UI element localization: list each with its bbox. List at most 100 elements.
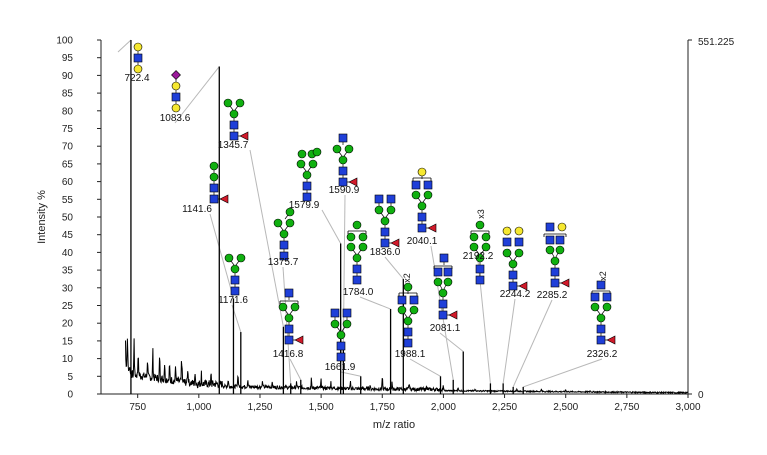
mannose-circle bbox=[433, 277, 443, 287]
mannose-circle bbox=[508, 259, 518, 269]
peak-label: 1141.6 bbox=[182, 204, 212, 215]
glcnac-square bbox=[279, 251, 289, 261]
fucose-triangle bbox=[427, 223, 437, 233]
glycan-bond bbox=[403, 312, 408, 318]
glycan-G4 bbox=[224, 253, 246, 296]
glcnac-square bbox=[545, 222, 555, 232]
y-tick-label: 30 bbox=[62, 283, 74, 294]
glycan-G14 bbox=[411, 167, 437, 233]
y-tick-label: 0 bbox=[67, 390, 73, 401]
glcnac-square bbox=[352, 275, 362, 285]
glycan-bond bbox=[234, 105, 239, 111]
glcnac-square bbox=[336, 341, 346, 351]
glycan-G18 bbox=[543, 222, 570, 288]
mannose-circle bbox=[403, 282, 413, 292]
peak-label: 1375.7 bbox=[268, 257, 299, 268]
mannose-circle bbox=[223, 98, 233, 108]
glcnac-square bbox=[550, 267, 560, 277]
glycan-bond bbox=[289, 309, 294, 315]
glcnac-square bbox=[397, 295, 407, 305]
glcnac-square bbox=[438, 299, 448, 309]
glcnac-square bbox=[423, 180, 433, 190]
glcnac-square bbox=[380, 238, 390, 248]
leader-line bbox=[289, 358, 302, 381]
mannose-circle bbox=[308, 159, 318, 169]
mannose-circle bbox=[397, 305, 407, 315]
mannose-circle bbox=[346, 242, 356, 252]
glycan-bond bbox=[422, 197, 427, 203]
glcnac-square bbox=[386, 194, 396, 204]
x-tick-label: 1,250 bbox=[247, 402, 272, 413]
mannose-circle bbox=[409, 305, 419, 315]
galactose-circle bbox=[502, 226, 512, 236]
leader-line bbox=[340, 371, 361, 377]
y-tick-label: 80 bbox=[62, 106, 74, 117]
galactose-circle bbox=[133, 42, 143, 52]
glcnac-square bbox=[411, 180, 421, 190]
glycan-bond bbox=[341, 326, 346, 332]
y-tick-label: 55 bbox=[62, 195, 74, 206]
glycan-G13 bbox=[397, 282, 419, 348]
fucose-triangle bbox=[348, 177, 358, 187]
sialic-diamond bbox=[171, 70, 181, 80]
glcnac-square bbox=[279, 240, 289, 250]
peak-labels: 722.4 1083.6 1141.6 1171.6 1345.7 1375.7 1416.… bbox=[124, 73, 617, 373]
mannose-circle bbox=[481, 232, 491, 242]
galactose-circle bbox=[133, 64, 143, 74]
y-axis-title: Intensity % bbox=[36, 190, 48, 244]
y-tick-label: 20 bbox=[62, 319, 74, 330]
y-tick-label: 25 bbox=[62, 301, 74, 312]
right-axis-bottom-label: 0 bbox=[698, 390, 704, 401]
glcnac-square bbox=[352, 264, 362, 274]
glycan-G16 bbox=[469, 220, 491, 285]
mannose-circle bbox=[235, 98, 245, 108]
glycan-bond bbox=[284, 225, 289, 231]
glycan-bond bbox=[230, 260, 235, 266]
glcnac-square bbox=[555, 235, 565, 245]
mannose-circle bbox=[514, 248, 524, 258]
leader-line bbox=[512, 299, 553, 388]
glcnac-square bbox=[230, 275, 240, 285]
x-tick-label: 2,250 bbox=[492, 402, 517, 413]
mannose-circle bbox=[346, 232, 356, 242]
glycan-bond bbox=[480, 249, 485, 255]
fucose-triangle bbox=[219, 194, 229, 204]
x-tick-label: 1,500 bbox=[309, 402, 334, 413]
peak-label: 1171.6 bbox=[218, 295, 248, 306]
glycan-bond bbox=[229, 105, 234, 111]
glcnac-square bbox=[284, 335, 294, 345]
mannose-circle bbox=[296, 159, 306, 169]
fucose-triangle bbox=[560, 278, 570, 288]
glcnac-square bbox=[596, 324, 606, 334]
glcnac-square bbox=[417, 223, 427, 233]
peak-label: 2081.1 bbox=[430, 323, 461, 334]
glcnac-square bbox=[230, 286, 240, 296]
leader-line bbox=[523, 358, 603, 388]
glycan-G7 bbox=[278, 288, 304, 345]
glcnac-square bbox=[596, 280, 606, 290]
mannose-circle bbox=[297, 149, 307, 159]
leader-line bbox=[321, 209, 342, 244]
glycan-bond bbox=[380, 212, 385, 218]
peak-label: 1590.9 bbox=[329, 185, 360, 196]
peak-label: 1784.0 bbox=[343, 287, 374, 298]
mannose-circle bbox=[236, 253, 246, 263]
peak-label: 1345.7 bbox=[218, 140, 249, 151]
fucose-triangle bbox=[448, 310, 458, 320]
glycan-G15 bbox=[433, 253, 458, 320]
peak-label: 1988.1 bbox=[395, 349, 426, 360]
mannose-circle bbox=[475, 220, 485, 230]
peak-label: 2326.2 bbox=[587, 349, 618, 360]
fucose-triangle bbox=[294, 335, 304, 345]
glycan-bond bbox=[284, 214, 289, 220]
mannose-circle bbox=[502, 248, 512, 258]
mannose-circle bbox=[481, 242, 491, 252]
peak-label: 1836.0 bbox=[370, 247, 401, 258]
glycan-G19 bbox=[590, 280, 616, 345]
glcnac-square bbox=[443, 267, 453, 277]
galactose-circle bbox=[514, 226, 524, 236]
glcnac-square bbox=[302, 181, 312, 191]
glcnac-square bbox=[374, 194, 384, 204]
mannose-circle bbox=[312, 147, 322, 157]
glycan-bond bbox=[307, 166, 312, 172]
